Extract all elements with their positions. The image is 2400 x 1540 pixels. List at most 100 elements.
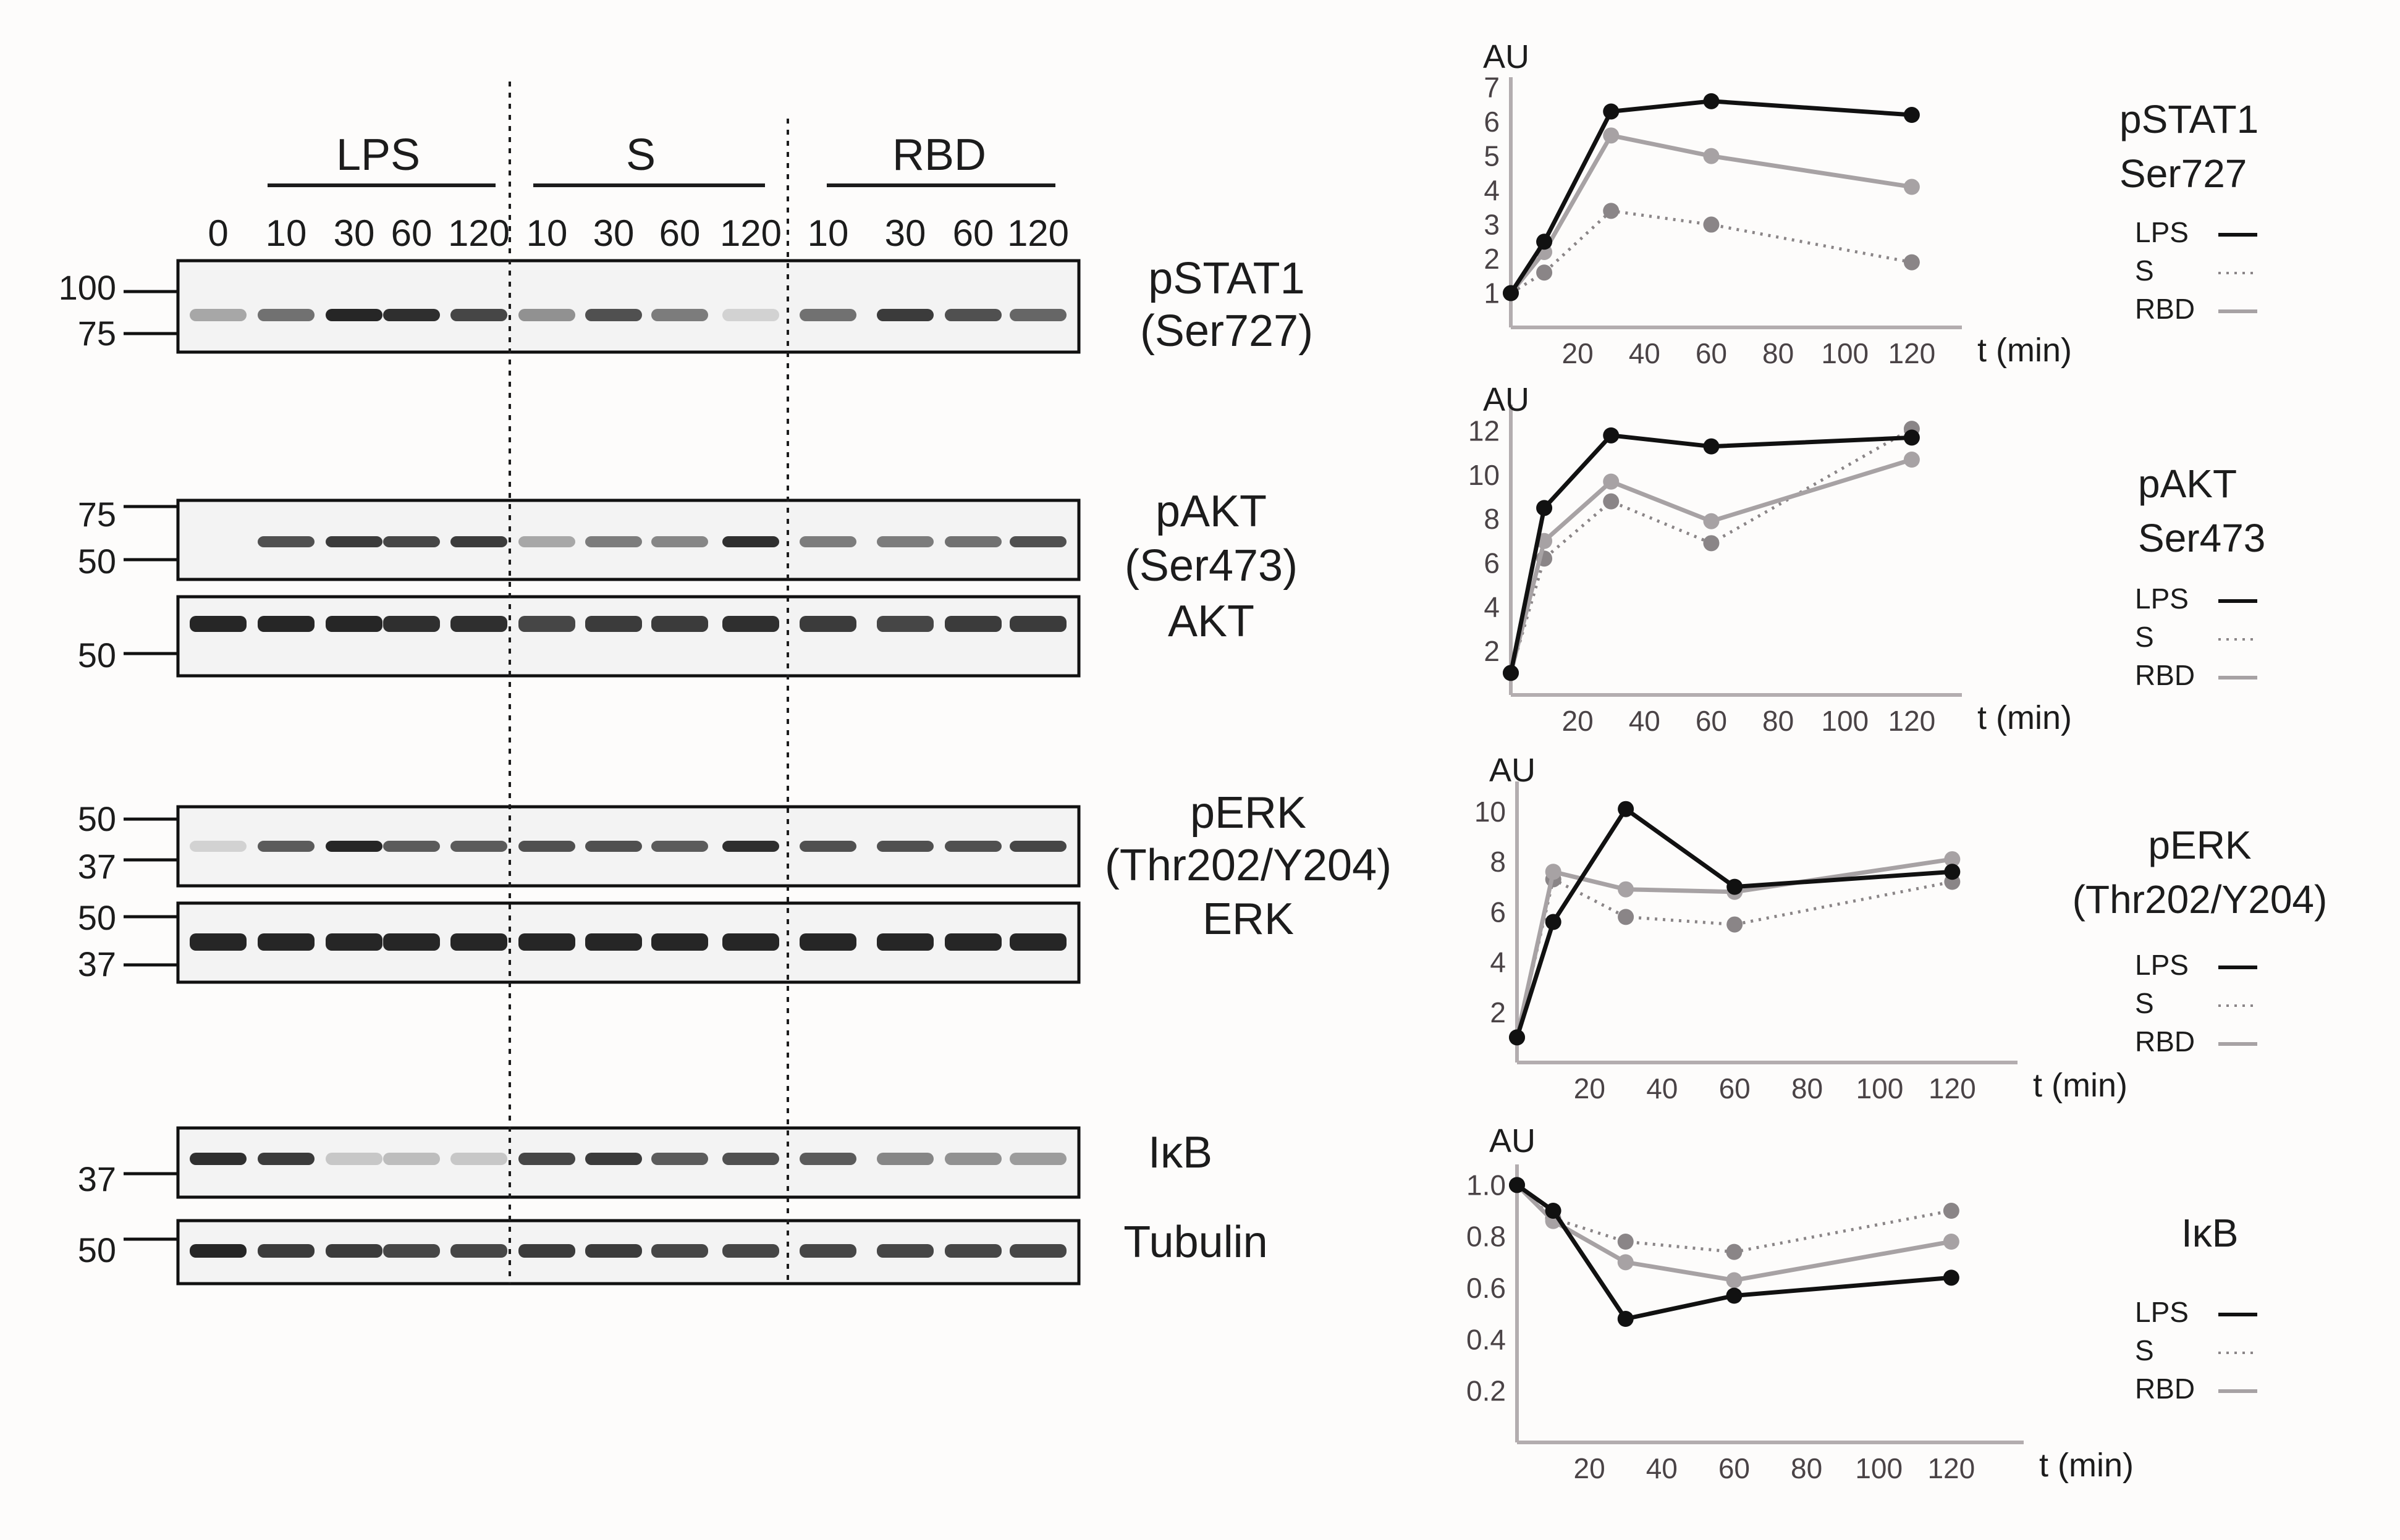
y-tick-label: 2 [1484,635,1500,667]
x-axis-label: t (min) [1977,699,2072,736]
group-label-lps: LPS [336,130,420,180]
y-tick-label: 10 [1474,796,1506,828]
y-tick-label: 6 [1484,547,1500,579]
y-tick-label: 6 [1484,106,1500,138]
data-point-lps [1726,1287,1743,1304]
mw-marker-label: 75 [78,314,116,353]
data-point-rbd [1603,473,1620,490]
group-label-s: S [626,130,656,180]
blot-band [383,1153,440,1165]
data-point-lps [1509,1029,1525,1046]
x-tick-label: 100 [1821,337,1869,369]
data-point-s [1726,916,1743,933]
y-tick-label: 2 [1484,243,1500,275]
data-point-rbd [1545,864,1561,880]
legend-label: RBD [2135,1025,2195,1058]
chart-title: pAKT [2138,461,2237,506]
blot-label: ERK [1202,894,1294,944]
blot-band [450,933,507,951]
blot-akt [176,595,1081,678]
blot-label: (Ser473) [1125,541,1298,591]
legend-label: RBD [2135,659,2195,691]
blot-band [651,309,708,321]
series-line-rbd [1515,1183,1952,1282]
y-tick-label: 4 [1484,591,1500,623]
lane-label: 120 [448,212,510,254]
blot-band [945,841,1002,852]
blot-band [258,309,315,321]
x-tick-label: 100 [1821,705,1869,737]
data-point-rbd [1726,1272,1743,1289]
blot-band [800,933,856,951]
data-point-lps [1603,427,1620,444]
blot-band [383,933,440,951]
lane-label: 30 [593,212,635,254]
data-point-rbd [1944,851,1961,867]
blot-band [518,841,575,852]
blot-band [585,1153,642,1165]
x-tick-label: 20 [1562,337,1594,369]
blot-band [722,841,779,852]
blot-band [326,1153,382,1165]
blot-label: Tubulin [1123,1218,1267,1267]
x-tick-label: 120 [1929,1072,1976,1105]
x-tick-label: 120 [1888,705,1936,737]
blot-band [190,616,247,632]
blot-band [1010,616,1067,632]
y-tick-label: 1 [1484,277,1500,309]
data-point-lps [1545,1203,1561,1219]
blot-band [877,1153,934,1165]
x-tick-label: 100 [1855,1452,1903,1484]
lane-label: 60 [659,212,701,254]
y-tick-label: 12 [1468,415,1500,447]
blot-band [258,1153,315,1165]
x-tick-label: 100 [1856,1072,1904,1105]
mw-marker-label: 37 [78,945,116,983]
blot-label: (Thr202/Y204) [1105,841,1392,890]
y-tick-label: 0.2 [1466,1375,1506,1407]
blot-band [326,616,382,632]
y-tick-label: 4 [1484,174,1500,206]
blot-band [518,536,575,547]
legend-label: S [2135,1334,2154,1366]
data-point-lps [1944,864,1961,880]
lane-label: 10 [808,212,849,254]
blot-band [450,616,507,632]
lane-label: 0 [208,212,228,254]
blot-band [877,536,934,547]
group-label-rbd: RBD [892,130,986,180]
x-tick-label: 20 [1574,1072,1605,1105]
lane-label: 120 [720,212,782,254]
data-point-rbd [1703,148,1720,164]
blot-band [877,616,934,632]
series-line-lps [1509,99,1912,295]
y-tick-label: 0.8 [1466,1221,1506,1253]
blot-band [326,309,382,321]
blot-band [945,1153,1002,1165]
lane-label: 10 [266,212,307,254]
chart-title: Ser473 [2138,516,2265,560]
blot-band [877,309,934,321]
data-point-lps [1536,234,1553,250]
y-tick-label: 10 [1468,459,1500,491]
blot-band [651,616,708,632]
blot-band [585,933,642,951]
y-tick-label: 8 [1490,846,1506,878]
blot-label: (Ser727) [1140,306,1313,356]
chart-title: Ser727 [2119,151,2247,196]
western-blot-panels [176,259,1081,1285]
x-tick-label: 20 [1574,1452,1605,1484]
blot-band [651,1153,708,1165]
chart-title: (Thr202/Y204) [2073,877,2328,922]
mw-marker-label: 37 [78,1159,116,1198]
blot-band [651,536,708,547]
data-point-rbd [1903,452,1920,468]
legend-label: RBD [2135,293,2195,325]
blot-band [585,309,642,321]
data-point-rbd [1618,881,1634,898]
data-point-s [1903,254,1920,271]
lane-label: 120 [1007,212,1069,254]
blot-band [383,309,440,321]
